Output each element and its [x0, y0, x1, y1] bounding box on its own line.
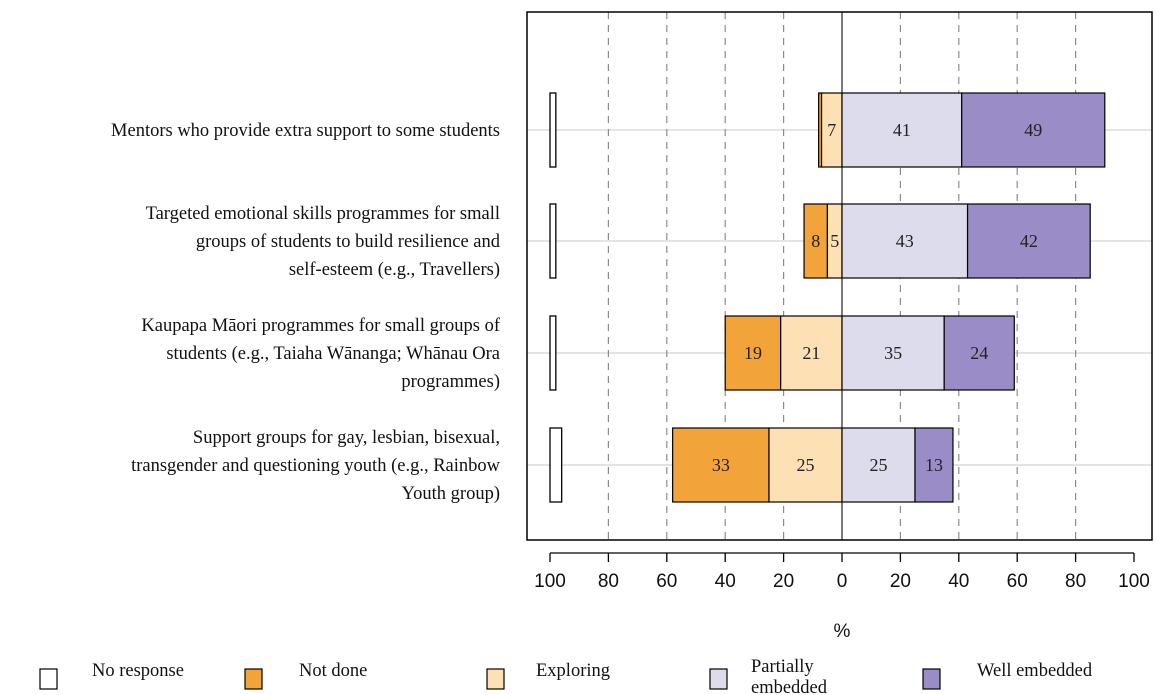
x-tick-label: 60 [656, 571, 677, 592]
x-tick-label: 100 [534, 571, 566, 592]
x-tick-label: 0 [837, 571, 848, 592]
data-label: 24 [970, 343, 988, 363]
category-label: Mentors who provide extra support to som… [111, 121, 500, 141]
bar-no-response [549, 427, 563, 503]
data-label: 42 [1020, 231, 1038, 251]
data-label: 7 [827, 120, 836, 140]
x-tick-label: 80 [598, 571, 619, 592]
category-label: Support groups for gay, lesbian, bisexua… [131, 428, 501, 504]
data-label: 5 [830, 231, 839, 251]
legend-label: Not done [299, 661, 367, 681]
data-label: 21 [802, 343, 820, 363]
category-label: Kaupapa Māori programmes for small group… [141, 316, 500, 392]
bar-not-done [672, 427, 770, 503]
category-labels: Mentors who provide extra support to som… [111, 121, 501, 504]
legend: No response Not done Exploring Partially emb… [39, 657, 1093, 695]
data-label: 8 [811, 231, 820, 251]
bar-partially-embedded [841, 427, 916, 503]
category-label: Targeted emotional skills programmes for… [146, 204, 501, 280]
legend-label: Well embedded [977, 661, 1093, 681]
x-tick-label: 80 [1065, 571, 1086, 592]
bar-no-response [549, 203, 557, 279]
data-label: 33 [712, 455, 730, 475]
data-label: 13 [925, 455, 943, 475]
data-label: 25 [870, 455, 888, 475]
x-tick-label: 100 [1118, 571, 1150, 592]
bar-not-done [724, 315, 782, 391]
bar-partially-embedded [841, 92, 963, 168]
data-label: 25 [797, 455, 815, 475]
bars-layer: 7 41 49 8 5 43 42 19 21 35 24 33 25 25 13 [549, 92, 1106, 503]
bar-well-embedded [966, 203, 1091, 279]
bar-well-embedded [914, 427, 954, 503]
x-tick-label: 40 [715, 571, 736, 592]
legend-swatch [486, 668, 505, 690]
bar-no-response [549, 92, 557, 168]
x-axis-title: % [834, 621, 851, 642]
data-label: 43 [896, 231, 914, 251]
data-label: 49 [1024, 120, 1042, 140]
plot-frame [526, 11, 1153, 541]
bar-exploring [780, 315, 843, 391]
x-tick-label: 20 [890, 571, 911, 592]
legend-label: Exploring [536, 661, 610, 681]
legend-label: No response [92, 661, 184, 681]
legend-swatch [922, 668, 941, 690]
bar-exploring [768, 427, 843, 503]
legend-label: Partially embedded [751, 657, 828, 695]
bar-well-embedded [961, 92, 1106, 168]
x-axis: 100 80 60 40 20 0 20 40 60 80 100 [534, 552, 1150, 592]
bar-no-response [549, 315, 557, 391]
legend-swatch [244, 668, 263, 690]
bar-partially-embedded [841, 315, 945, 391]
legend-swatch [709, 668, 728, 690]
x-tick-label: 60 [1007, 571, 1028, 592]
x-tick-label: 40 [948, 571, 969, 592]
bar-well-embedded [943, 315, 1015, 391]
data-label: 41 [893, 120, 911, 140]
legend-swatch [39, 668, 58, 690]
x-tick-label: 20 [773, 571, 794, 592]
data-label: 35 [884, 343, 902, 363]
data-label: 19 [744, 343, 762, 363]
